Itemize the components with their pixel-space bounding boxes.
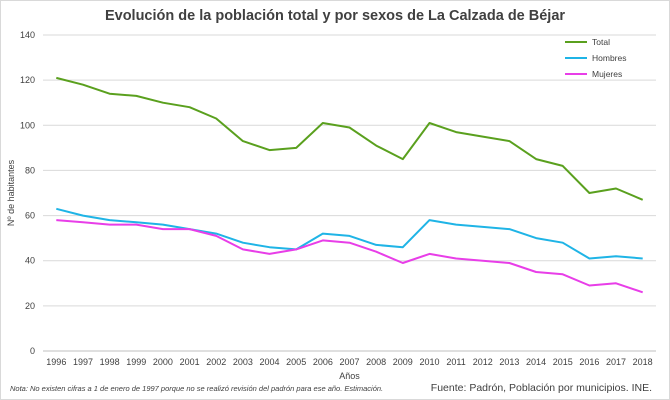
- x-tick-label: 2016: [579, 357, 599, 367]
- legend-label-hombres: Hombres: [592, 53, 626, 63]
- y-axis-ticks: 0 20 40 60 80 100 120 140: [20, 30, 35, 356]
- y-tick-label: 80: [25, 165, 35, 175]
- x-tick-label: 2015: [553, 357, 573, 367]
- x-tick-label: 1998: [100, 357, 120, 367]
- x-tick-label: 1996: [46, 357, 66, 367]
- y-tick-label: 40: [25, 256, 35, 266]
- x-tick-label: 2002: [206, 357, 226, 367]
- x-tick-label: 2011: [446, 357, 465, 367]
- x-tick-label: 1999: [126, 357, 146, 367]
- x-tick-label: 2010: [419, 357, 439, 367]
- y-tick-label: 140: [20, 30, 35, 40]
- x-tick-label: 2005: [286, 357, 306, 367]
- y-tick-label: 100: [20, 120, 35, 130]
- series-line-hombres: [56, 207, 643, 260]
- gridlines: [43, 34, 656, 352]
- x-tick-label: 2000: [153, 357, 173, 367]
- x-axis-ticks: 1996 1997 1998 1999 2000 2001 2002 2003 2004 2005…: [46, 357, 652, 367]
- source-label: Fuente: Padrón, Población por municipios…: [430, 382, 652, 394]
- y-tick-label: 120: [20, 75, 35, 85]
- y-tick-label: 60: [25, 211, 35, 221]
- x-tick-label: 2018: [633, 357, 653, 367]
- x-tick-label: 2007: [339, 357, 359, 367]
- legend: Total Hombres Mujeres: [565, 37, 626, 79]
- series-line-mujeres: [56, 219, 644, 294]
- x-tick-label: 2008: [366, 357, 386, 367]
- x-tick-label: 2012: [473, 357, 493, 367]
- x-tick-label: 2003: [233, 357, 253, 367]
- x-tick-label: 2001: [180, 357, 200, 367]
- legend-label-mujeres: Mujeres: [592, 69, 622, 79]
- x-tick-label: 2006: [313, 357, 333, 367]
- x-tick-label: 2004: [260, 357, 280, 367]
- series-lines: [56, 76, 644, 294]
- y-tick-label: 20: [25, 301, 35, 311]
- y-axis-title: Nº de habitantes: [6, 159, 16, 226]
- footnote: Nota: No existen cifras a 1 de enero de …: [10, 384, 384, 393]
- y-tick-label: 0: [30, 346, 35, 356]
- x-axis-title: Años: [339, 371, 360, 381]
- x-tick-label: 1997: [73, 357, 93, 367]
- x-tick-label: 2014: [526, 357, 546, 367]
- x-tick-label: 2017: [606, 357, 626, 367]
- x-tick-label: 2009: [393, 357, 413, 367]
- x-tick-label: 2013: [499, 357, 519, 367]
- chart-title: Evolución de la población total y por se…: [104, 8, 566, 24]
- series-line-total: [56, 76, 644, 201]
- legend-label-total: Total: [592, 37, 610, 47]
